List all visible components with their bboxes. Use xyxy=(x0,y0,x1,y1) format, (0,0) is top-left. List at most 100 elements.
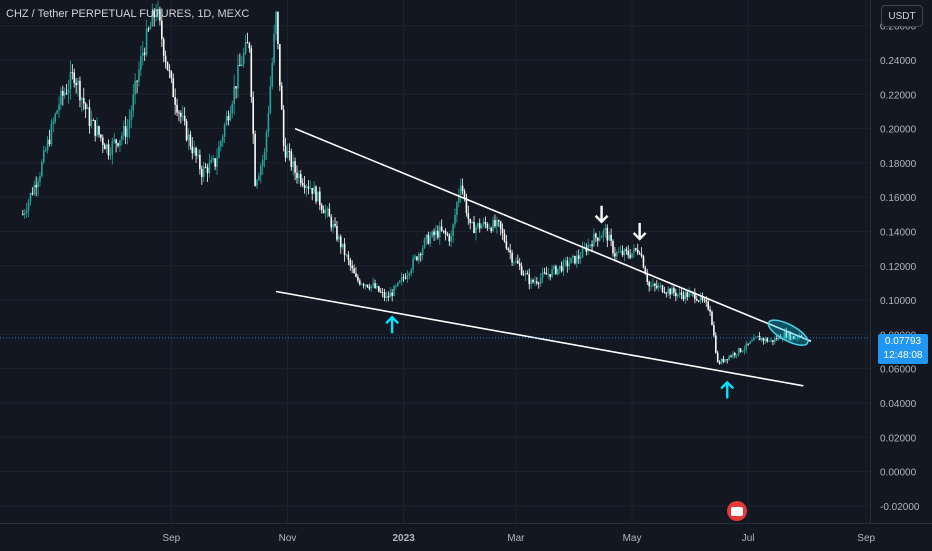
candle-body xyxy=(400,277,403,281)
candle-body xyxy=(366,284,369,288)
candle-body xyxy=(290,151,293,168)
candle-body xyxy=(716,352,719,363)
candle-body xyxy=(621,250,624,256)
candle-body xyxy=(756,335,759,338)
candle-body xyxy=(393,286,395,296)
candle-body xyxy=(227,116,230,121)
currency-button[interactable]: USDT xyxy=(881,5,923,27)
candle-body xyxy=(166,61,169,70)
bar-countdown: 12:48:08 xyxy=(883,350,923,361)
candle-body xyxy=(419,254,422,256)
candle-body xyxy=(364,284,367,286)
candle-body xyxy=(768,340,770,342)
candle-body xyxy=(176,104,178,113)
last-price-value: 0.07793 xyxy=(884,336,922,347)
candle-body xyxy=(317,191,319,202)
candle-body xyxy=(694,292,696,300)
candle-body xyxy=(339,236,342,248)
candle-body xyxy=(528,274,531,285)
candle-body xyxy=(762,338,765,341)
candle-body xyxy=(389,292,392,298)
candle-body xyxy=(254,133,256,186)
candle-body xyxy=(475,227,477,234)
grid-lines xyxy=(0,0,870,523)
candle-body xyxy=(676,294,679,297)
candle-body xyxy=(168,69,171,72)
candle-body xyxy=(263,151,266,161)
time-axis-border xyxy=(0,523,932,551)
candle-body xyxy=(515,260,517,263)
highlight-apex xyxy=(767,319,809,346)
x-tick-label: May xyxy=(623,533,642,544)
candle-body xyxy=(206,167,209,174)
candle-body xyxy=(579,257,582,259)
candle-body xyxy=(332,224,334,228)
candle-body xyxy=(307,186,310,189)
candle-body xyxy=(197,154,199,156)
candle-body xyxy=(117,143,119,146)
candle-body xyxy=(707,301,709,310)
candle-body xyxy=(343,243,346,256)
candle-body xyxy=(505,241,508,249)
candle-body xyxy=(202,166,205,178)
candle-body xyxy=(229,113,232,121)
candle-body xyxy=(429,236,432,244)
candle-body xyxy=(562,260,565,272)
candle-body xyxy=(75,83,77,85)
candle-body xyxy=(572,255,574,258)
candle-body xyxy=(240,63,243,66)
candle-body xyxy=(766,338,768,342)
candle-body xyxy=(284,145,287,158)
candle-body xyxy=(88,107,91,126)
candle-body xyxy=(69,72,72,90)
candle-body xyxy=(724,359,727,362)
candle-body xyxy=(667,288,670,294)
candle-body xyxy=(157,9,159,15)
candle-body xyxy=(547,274,550,275)
candle-body xyxy=(553,266,555,270)
candle-body xyxy=(159,9,161,21)
candle-body xyxy=(286,151,289,158)
candle-body xyxy=(787,332,789,339)
candle-body xyxy=(239,65,241,66)
candle-body xyxy=(488,228,491,229)
candle-body xyxy=(739,348,742,352)
candle-body xyxy=(431,231,433,237)
candle-body xyxy=(574,255,576,264)
candle-body xyxy=(122,125,125,136)
candle-body xyxy=(543,272,546,274)
candle-body xyxy=(338,236,340,240)
candle-body xyxy=(631,252,633,258)
candle-body xyxy=(530,279,532,285)
candle-body xyxy=(791,336,793,340)
candle-body xyxy=(199,154,201,170)
candle-body xyxy=(250,48,253,97)
candle-body xyxy=(747,343,749,345)
candle-body xyxy=(659,285,662,287)
candle-body xyxy=(697,300,700,302)
candle-body xyxy=(372,283,374,286)
candle-body xyxy=(218,146,220,158)
candle-body xyxy=(507,248,510,251)
candle-body xyxy=(404,277,407,279)
candle-body xyxy=(128,119,131,129)
candle-body xyxy=(585,247,588,252)
candle-body xyxy=(541,272,544,279)
candle-body xyxy=(309,188,312,189)
candle-body xyxy=(216,157,218,167)
candle-body xyxy=(233,86,235,105)
x-tick-label: Nov xyxy=(279,533,297,544)
candle-body xyxy=(636,249,639,254)
candle-body xyxy=(351,265,353,269)
news-flag-icon[interactable] xyxy=(727,501,747,521)
candle-body xyxy=(749,341,751,344)
candle-body xyxy=(189,134,192,147)
candle-body xyxy=(532,279,534,283)
candle-body xyxy=(345,254,348,256)
candle-body xyxy=(494,220,496,227)
y-tick-label: 0.20000 xyxy=(880,125,917,136)
candle-body xyxy=(324,210,327,214)
x-tick-label: Mar xyxy=(507,533,525,544)
candle-body xyxy=(326,208,329,211)
